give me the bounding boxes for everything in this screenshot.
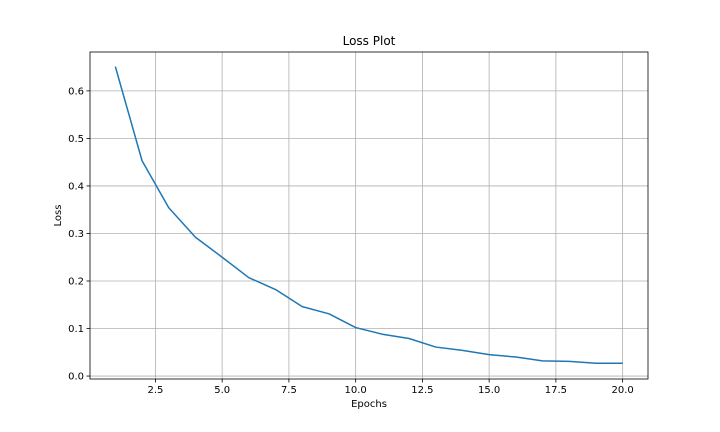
y-tick-label: 0.6 [68,86,84,97]
x-tick-label: 5.0 [214,385,230,396]
plot-frame [89,51,649,380]
x-tick-label: 2.5 [147,385,163,396]
x-tick-label: 20.0 [612,385,634,396]
x-axis-ticks: 2.5 5.0 7.5 10.0 12.5 15.0 17.5 20.0 [147,379,634,396]
y-tick-label: 0.0 [68,372,84,383]
y-tick-label: 0.2 [68,276,84,287]
series-lines [114,66,623,364]
x-tick-label: 17.5 [545,385,567,396]
y-axis-label: Loss [53,205,64,227]
chart-title: Loss Plot [343,34,396,48]
x-tick-label: 7.5 [281,385,297,396]
y-axis-ticks: 0.0 0.1 0.2 0.3 0.4 0.5 0.6 [68,86,90,383]
x-tick-label: 15.0 [478,385,500,396]
x-tick-label: 12.5 [411,385,433,396]
x-tick-label: 10.0 [345,385,367,396]
y-tick-label: 0.5 [68,134,84,145]
x-axis-label: Epochs [351,399,387,410]
y-tick-label: 0.1 [68,324,84,335]
grid-lines [90,52,648,379]
y-tick-label: 0.3 [68,229,84,240]
y-tick-label: 0.4 [68,181,84,192]
loss-series-line [114,66,623,364]
